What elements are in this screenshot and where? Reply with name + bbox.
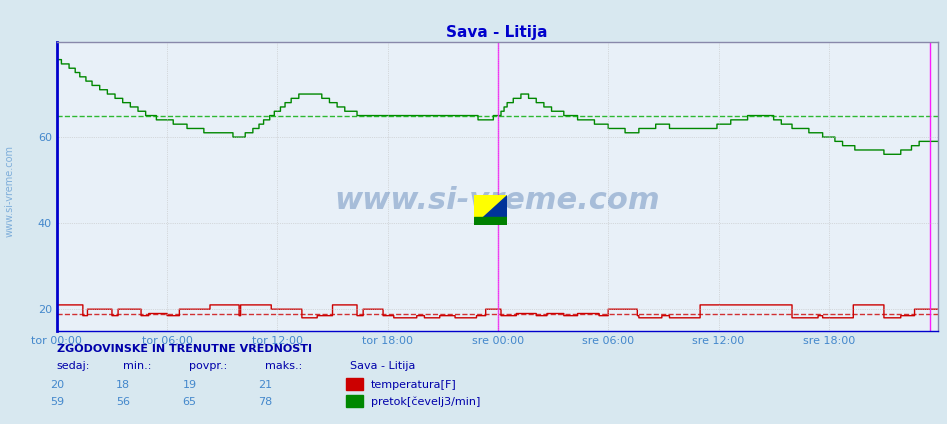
Polygon shape	[474, 195, 507, 225]
Text: maks.:: maks.:	[265, 361, 302, 371]
Text: ZGODOVINSKE IN TRENUTNE VREDNOSTI: ZGODOVINSKE IN TRENUTNE VREDNOSTI	[57, 344, 312, 354]
Text: 20: 20	[50, 380, 63, 390]
Polygon shape	[474, 195, 507, 225]
Text: min.:: min.:	[123, 361, 152, 371]
Text: 56: 56	[116, 397, 130, 407]
Text: 59: 59	[50, 397, 63, 407]
Text: sedaj:: sedaj:	[57, 361, 90, 371]
Text: 78: 78	[258, 397, 273, 407]
Text: pretok[čevelj3/min]: pretok[čevelj3/min]	[371, 396, 480, 407]
Text: 21: 21	[259, 380, 272, 390]
Text: Sava - Litija: Sava - Litija	[350, 361, 416, 371]
Text: www.si-vreme.com: www.si-vreme.com	[5, 145, 15, 237]
Title: Sava - Litija: Sava - Litija	[446, 25, 548, 40]
Text: 65: 65	[183, 397, 196, 407]
Text: 19: 19	[183, 380, 196, 390]
Text: 18: 18	[116, 380, 130, 390]
Text: povpr.:: povpr.:	[189, 361, 227, 371]
Text: temperatura[F]: temperatura[F]	[371, 380, 457, 390]
Text: www.si-vreme.com: www.si-vreme.com	[334, 187, 660, 215]
Polygon shape	[474, 218, 507, 225]
